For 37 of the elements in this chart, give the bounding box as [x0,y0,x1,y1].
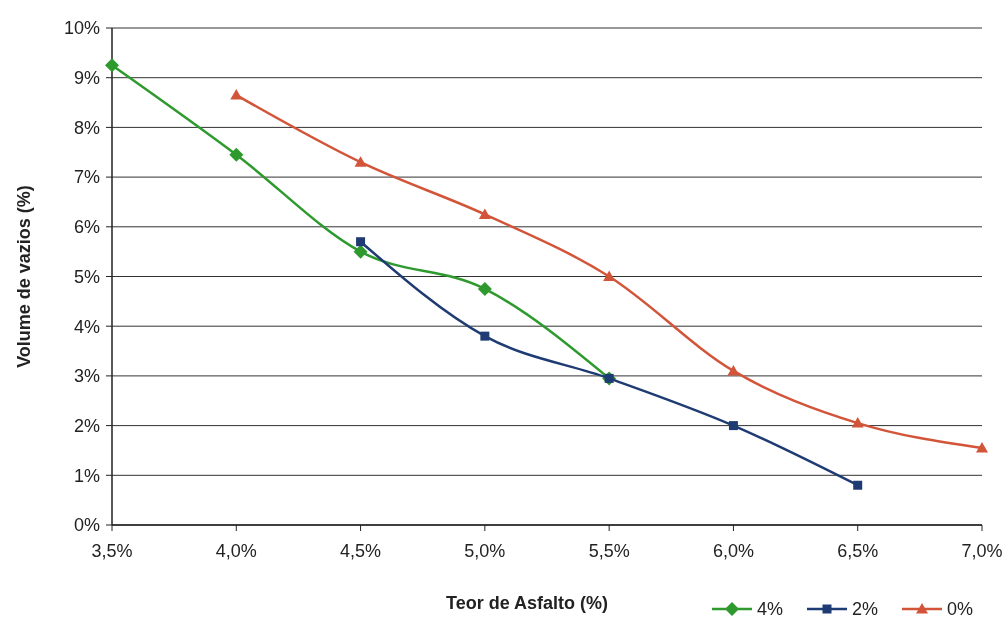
y-tick-label: 0% [73,515,100,536]
y-tick-label: 7% [73,167,100,188]
y-axis-title: Volume de vazios (%) [14,185,34,368]
x-tick-label: 4,5% [340,541,382,561]
x-tick-label: 5,5% [588,541,630,561]
x-tick-label: 4,0% [215,541,257,561]
y-tick-label: 2% [73,415,100,436]
point [230,89,243,100]
point [354,156,367,167]
x-tick-label: 3,5% [91,541,133,561]
y-tick-label: 8% [73,117,100,138]
x-tick-label: 6,0% [712,541,754,561]
y-tick-label: 6% [73,217,100,238]
point [851,417,864,428]
point [853,480,863,490]
legend-label: 0% [947,599,974,620]
legend-label: 2% [852,599,879,620]
point [356,237,366,247]
y-tick-label: 9% [73,68,100,88]
point [727,364,740,376]
point [105,58,119,73]
legend-label: 4% [757,599,784,620]
x-tick-label: 5,0% [464,541,506,561]
y-tick-label: 10% [63,18,100,39]
point [728,421,738,431]
point [229,147,244,162]
y-tick-label: 4% [73,316,100,337]
x-tick-label: 7,0% [961,541,1003,561]
y-tick-label: 5% [73,266,100,287]
y-tick-label: 3% [73,366,100,387]
x-axis-title: Teor de Asfalto (%) [445,593,609,613]
point [478,208,491,219]
point [480,331,490,341]
point [353,244,368,259]
x-tick-label: 6,5% [837,541,879,561]
y-tick-label: 1% [73,465,100,486]
point [477,281,492,296]
